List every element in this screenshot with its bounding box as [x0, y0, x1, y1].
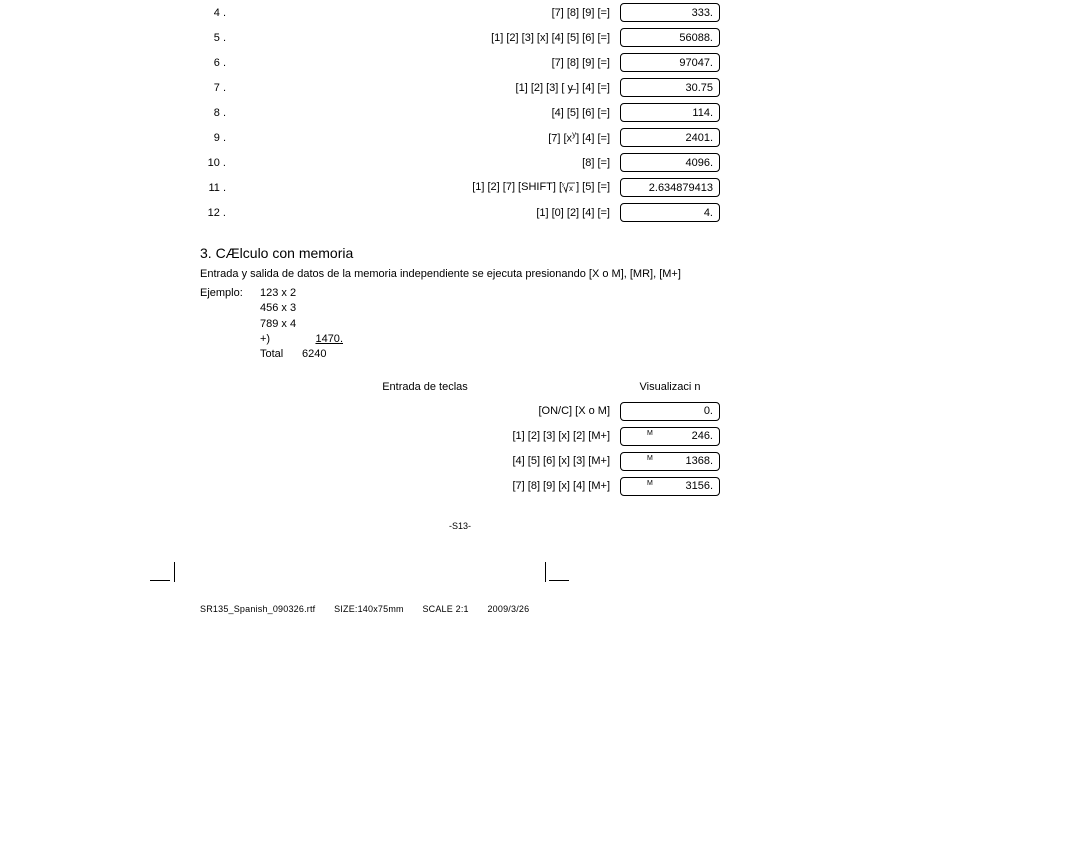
display-value: 1368. [685, 455, 713, 467]
key-sequence: [ON/C] [X o M] [230, 405, 620, 417]
key-sequence: [4] [5] [6] [=] [230, 107, 620, 119]
key-sequence: [7] [8] [9] [=] [230, 57, 620, 69]
footer-meta: SR135_Spanish_090326.rtf SIZE:140x75mm S… [200, 604, 545, 614]
calc-row: 11 .[1] [2] [7] [SHIFT] [yx] [5] [=]2.63… [200, 175, 720, 200]
display-box: 4. [620, 203, 720, 222]
footer-scale: SCALE 2:1 [422, 604, 468, 614]
display-value: 3156. [685, 480, 713, 492]
display-box: M 3156. [620, 477, 720, 496]
example-line: 456 x 3 [260, 301, 340, 316]
key-sequence: [4] [5] [6] [x] [3] [M+] [230, 455, 620, 467]
svg-text:x: x [569, 184, 573, 193]
memory-indicator: M [647, 430, 653, 437]
footer-size: SIZE:140x75mm [334, 604, 404, 614]
sum-value: 1470 [278, 332, 343, 347]
display-box: 2.634879413 [620, 178, 720, 197]
key-sequence: [7] [8] [9] [x] [4] [M+] [230, 480, 620, 492]
calc-row: 5 .[1] [2] [3] [x] [4] [5] [6] [=]56088. [200, 25, 720, 50]
memory-indicator: M [647, 455, 653, 462]
svg-text:y: y [562, 182, 565, 188]
calc-row: [4] [5] [6] [x] [3] [M+] M 1368. [200, 449, 720, 474]
example-total-row: Total 6240 [260, 347, 720, 362]
calc-row: 10 .[8] [=]4096. [200, 150, 720, 175]
calc-row: [1] [2] [3] [x] [2] [M+] M 246. [200, 424, 720, 449]
row-number: 4 . [200, 7, 230, 19]
header-display: Visualizaci n [620, 381, 720, 393]
example-line: 123 x 2 [260, 286, 340, 301]
key-sequence: [1] [2] [3] [x] [2] [M+] [230, 430, 620, 442]
total-label: Total [260, 347, 302, 362]
calc-row: 6 .[7] [8] [9] [=]97047. [200, 50, 720, 75]
row-number: 7 . [200, 82, 230, 94]
calc-row: 9 .[7] [xy] [4] [=]2401. [200, 125, 720, 150]
header-keys: Entrada de teclas [230, 381, 620, 393]
calc-row: 4 .[7] [8] [9] [=]333. [200, 0, 720, 25]
page-content: 4 .[7] [8] [9] [=]333.5 .[1] [2] [3] [x]… [200, 0, 720, 531]
calc-row: 12 .[1] [0] [2] [4] [=]4. [200, 200, 720, 225]
display-box: 114. [620, 103, 720, 122]
section-title: 3. CÆlculo con memoria [200, 245, 720, 261]
footer-file: SR135_Spanish_090326.rtf [200, 604, 315, 614]
row-number: 8 . [200, 107, 230, 119]
example-label: Ejemplo: [200, 286, 260, 301]
display-box: 4096. [620, 153, 720, 172]
display-box: 97047. [620, 53, 720, 72]
total-value: 6240 [302, 347, 326, 362]
calc-row: [7] [8] [9] [x] [4] [M+] M 3156. [200, 474, 720, 499]
example-block: Ejemplo: 123 x 2 456 x 3 789 x 4 +) 1470… [200, 286, 720, 363]
page-number: -S13- [200, 521, 720, 531]
display-box: 56088. [620, 28, 720, 47]
row-number: 9 . [200, 132, 230, 144]
example-line: 789 x 4 [260, 317, 340, 332]
display-box: M 1368. [620, 452, 720, 471]
key-sequence: [1] [2] [7] [SHIFT] [yx] [5] [=] [230, 181, 620, 193]
calc-row: 8 .[4] [5] [6] [=]114. [200, 100, 720, 125]
example-sum-row: +) 1470 [260, 332, 360, 347]
display-box: 333. [620, 3, 720, 22]
key-sequence: [1] [2] [3] [ y̶ ] [4] [=] [230, 82, 620, 94]
display-box: 0. [620, 402, 720, 421]
display-box: 30.75 [620, 78, 720, 97]
calc-row: [ON/C] [X o M] 0. [200, 399, 720, 424]
row-number: 11 . [200, 182, 230, 194]
sum-plus: +) [260, 332, 278, 347]
row-number: 6 . [200, 57, 230, 69]
footer-date: 2009/3/26 [487, 604, 529, 614]
display-value: 246. [692, 430, 713, 442]
row-number: 10 . [200, 157, 230, 169]
top-calc-block: 4 .[7] [8] [9] [=]333.5 .[1] [2] [3] [x]… [200, 0, 720, 225]
key-sequence: [8] [=] [230, 157, 620, 169]
calc-row: 7 .[1] [2] [3] [ y̶ ] [4] [=]30.75 [200, 75, 720, 100]
row-number: 12 . [200, 207, 230, 219]
memory-indicator: M [647, 480, 653, 487]
memory-calc-block: [ON/C] [X o M] 0. [1] [2] [3] [x] [2] [M+]… [200, 399, 720, 499]
section-body: Entrada y salida de datos de la memoria … [200, 267, 720, 282]
display-box: M 246. [620, 427, 720, 446]
key-sequence: [1] [2] [3] [x] [4] [5] [6] [=] [230, 32, 620, 44]
display-value: 0. [704, 405, 713, 417]
key-sequence: [7] [8] [9] [=] [230, 7, 620, 19]
key-sequence: [7] [xy] [4] [=] [230, 130, 620, 145]
row-number: 5 . [200, 32, 230, 44]
key-sequence: [1] [0] [2] [4] [=] [230, 207, 620, 219]
display-box: 2401. [620, 128, 720, 147]
column-headers: Entrada de teclas Visualizaci n [200, 381, 720, 393]
crop-marks [150, 562, 560, 592]
